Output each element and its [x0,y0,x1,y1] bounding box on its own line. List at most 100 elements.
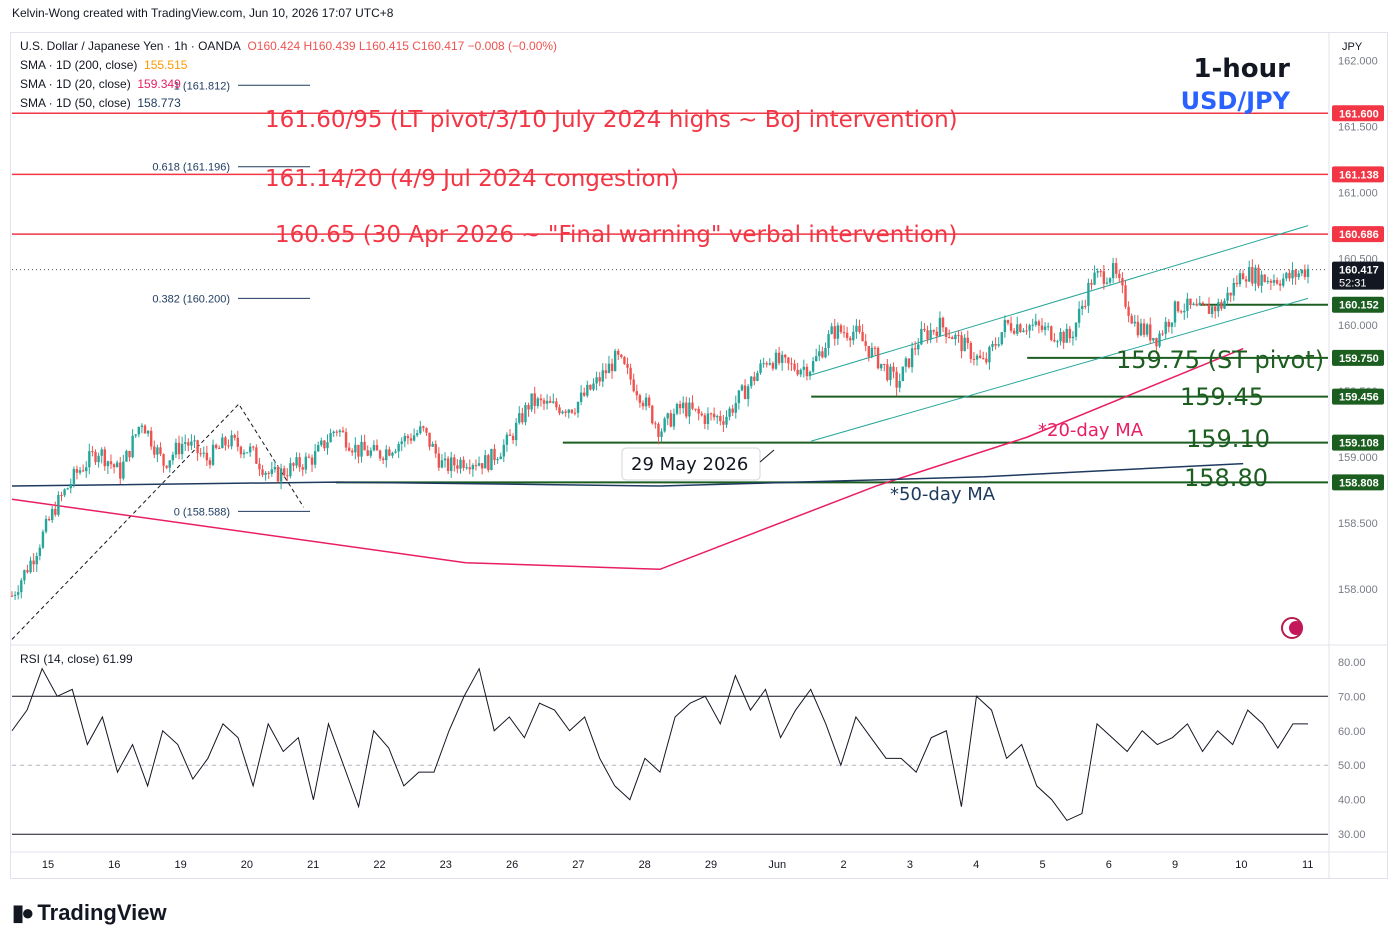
channel-upper-line [811,225,1309,376]
candle-body [505,434,509,445]
candle-body [1167,321,1171,327]
candle-body [780,354,784,364]
candle-body [122,461,125,479]
price-tag-label: 160.417 [1339,265,1379,277]
candle-body [1303,269,1307,278]
candle-body [904,358,908,367]
candle-body [75,469,79,473]
candle-body [1223,300,1226,309]
time-axis-tick: 23 [440,859,452,871]
candle-body [948,336,951,338]
candle-body [706,413,710,424]
sma50-label[interactable]: SMA · 1D (50, close) [20,96,131,110]
support-annotation-3: 159.10 [1186,425,1270,453]
tradingview-logo[interactable]: ▮● TradingView [12,900,167,926]
support-annotation-4: 158.80 [1184,464,1268,492]
candle-body [558,407,561,414]
fib-level-label: 1 (161.812) [174,80,230,92]
candle-body [385,449,388,461]
candle-body [35,555,38,565]
candle-body [341,430,345,433]
candle-body [617,350,620,355]
date-callout-box [621,447,761,481]
rsi-legend[interactable]: RSI (14, close) 61.99 [20,652,133,666]
candle-body [1034,321,1038,325]
candle-body [830,326,833,335]
candle-body [657,423,660,437]
candle-body [784,354,787,358]
price-axis-tick: 158.500 [1338,518,1378,530]
candle-body [221,437,224,449]
candle-body [273,466,277,470]
candle-body [663,418,666,432]
candle-body [103,449,106,467]
candle-body [564,411,567,413]
fib-level-label: 0.382 (160.200) [152,293,230,305]
symbol-line[interactable]: U.S. Dollar / Japanese Yen · 1h · OANDA [20,39,241,53]
candle-body [119,462,122,479]
candle-body [651,405,654,424]
candle-body [88,451,91,468]
sma200-label[interactable]: SMA · 1D (200, close) [20,58,138,72]
candle-body [502,444,505,457]
candle-body [774,352,778,369]
candle-body [1195,303,1198,306]
candle-body [1065,328,1068,343]
candle-body [824,347,827,358]
currency-label[interactable]: JPY [1342,41,1363,53]
candle-body [320,440,323,446]
candle-body [323,440,326,449]
time-axis-tick: 20 [241,859,253,871]
candle-body [97,455,100,463]
candle-body [51,508,54,521]
candle-body [1251,267,1254,284]
candle-body [926,330,929,340]
candle-body [910,348,914,368]
candle-body [545,400,549,404]
candle-body [1285,272,1288,279]
candle-body [224,437,227,446]
candle-body [1105,282,1109,284]
candle-body [54,508,57,515]
candle-body [688,402,691,417]
sma20-label[interactable]: SMA · 1D (20, close) [20,77,131,91]
candle-body [20,580,23,593]
price-tag-label: 160.152 [1339,300,1379,312]
candle-body [861,331,864,342]
candle-body [539,398,543,401]
candle-body [211,444,215,465]
candle-body [635,391,639,396]
candle-body [1186,298,1189,311]
candle-body [669,413,673,427]
time-axis-tick: 2 [841,859,847,871]
candle-body [378,450,382,459]
candle-body [793,363,796,370]
candle-body [205,452,209,461]
candle-body [969,342,973,359]
candle-body [199,453,202,455]
support-annotation-1: 159.75 (ST pivot) [1116,346,1324,374]
rsi-axis-tick: 50.00 [1338,760,1366,772]
candle-body [855,325,858,332]
candle-body [208,460,212,465]
candle-body [694,408,697,410]
candle-body [842,332,846,334]
candle-body [184,442,187,444]
candle-body [428,432,431,447]
candle-body [187,442,190,446]
time-axis-tick: 27 [572,859,584,871]
chart-legend: U.S. Dollar / Japanese Yen · 1h · OANDA … [20,37,557,113]
candle-body [1189,298,1192,306]
candle-body [654,423,657,425]
candle-body [889,366,892,381]
candle-body [317,445,320,452]
candle-body [388,449,391,456]
candle-body [901,366,905,382]
candle-body [743,385,747,400]
rsi-axis-tick: 70.00 [1338,691,1366,703]
candle-body [756,372,759,381]
resistance-annotation-2: 161.14/20 (4/9 Jul 2024 congestion) [265,166,679,192]
candle-body [474,465,478,467]
candle-body [78,470,82,473]
